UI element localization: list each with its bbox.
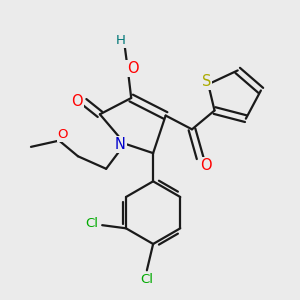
Text: O: O (127, 61, 138, 76)
Text: S: S (202, 74, 211, 88)
Text: O: O (71, 94, 82, 109)
Text: O: O (200, 158, 212, 173)
Text: O: O (58, 128, 68, 141)
Text: Cl: Cl (140, 273, 153, 286)
Text: Cl: Cl (86, 218, 99, 230)
Text: H: H (116, 34, 125, 47)
Text: N: N (115, 137, 125, 152)
